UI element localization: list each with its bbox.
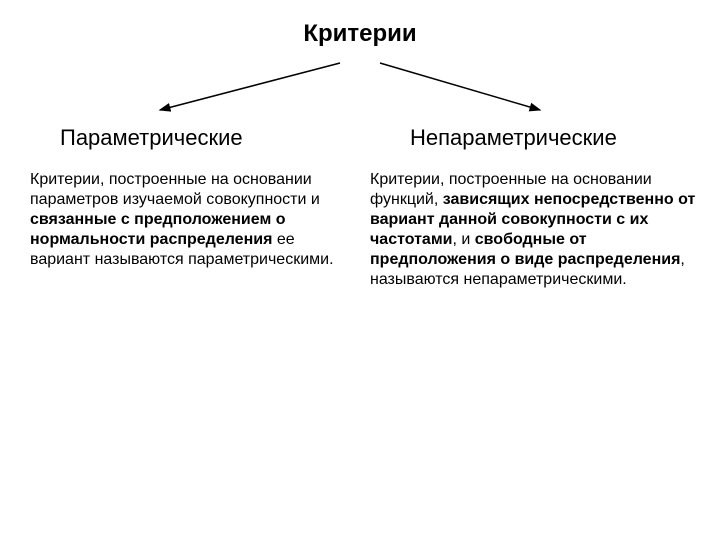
text: , и <box>453 231 475 248</box>
text-bold: связанные с предположением о нормальност… <box>30 211 286 248</box>
arrow-right <box>380 63 540 110</box>
subheading-parametric: Параметрические <box>60 125 243 151</box>
slide: Критерии Параметрические Непараметрическ… <box>0 0 720 540</box>
text: Критерии, построенные на основании парам… <box>30 171 320 208</box>
body-parametric: Критерии, построенные на основании парам… <box>30 170 340 270</box>
subheading-nonparametric: Непараметрические <box>410 125 617 151</box>
body-nonparametric: Критерии, построенные на основании функц… <box>370 170 710 290</box>
arrow-left <box>160 63 340 110</box>
page-title: Критерии <box>0 20 720 48</box>
branch-arrows <box>0 55 720 125</box>
